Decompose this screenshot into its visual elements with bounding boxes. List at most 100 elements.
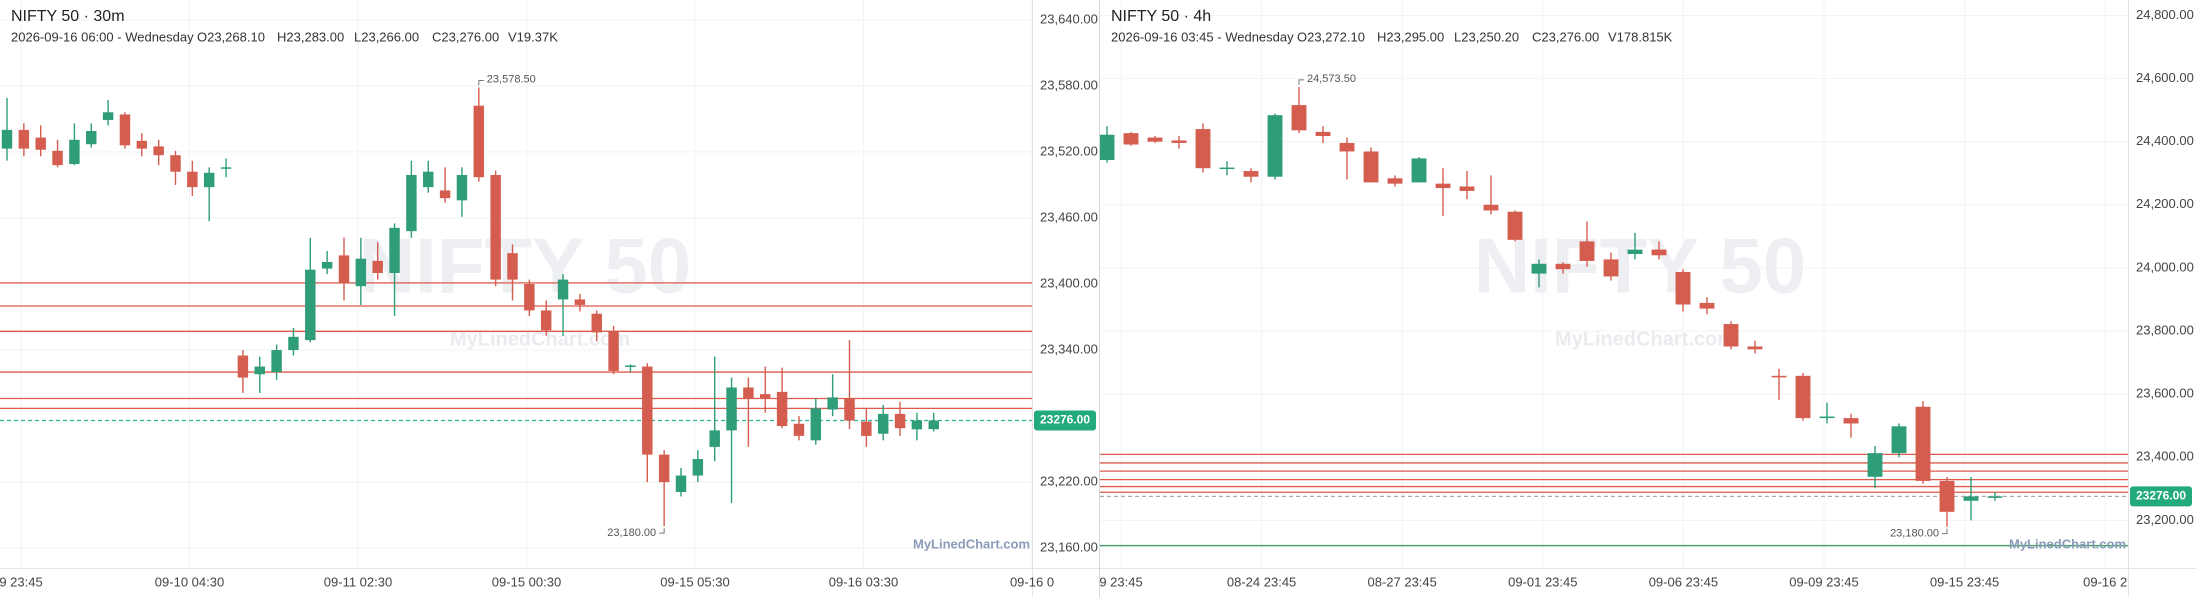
candle-body — [1555, 263, 1571, 270]
y-tick-label: 24,400.00 — [2136, 133, 2194, 148]
low-marker-label: 23,180.00 — [607, 527, 656, 539]
y-tick-label: 23,200.00 — [2136, 512, 2194, 527]
candle-body — [861, 421, 872, 436]
candle-body — [35, 137, 46, 150]
price-tag-label: 23276.00 — [2136, 489, 2186, 503]
candle-body — [877, 413, 889, 434]
candle-body — [658, 454, 670, 483]
price-tag-label: 23276.00 — [1040, 413, 1090, 427]
chart-panel: NIFTY 50MyLinedChart.com23,578.5023,180.… — [0, 0, 1099, 597]
candle-body — [1363, 151, 1379, 183]
candle-body — [894, 413, 906, 429]
candle-body — [1459, 186, 1475, 191]
candle-body — [439, 190, 451, 199]
x-tick-label: 09-06 23:45 — [1649, 574, 1718, 589]
header-info: H23,283.00 — [277, 29, 344, 44]
candle-body — [406, 175, 417, 232]
candle-body — [1243, 171, 1259, 177]
candle-body — [524, 284, 535, 311]
chart-title: NIFTY 50 · 30m — [11, 8, 125, 25]
candle-body — [1195, 129, 1211, 169]
candle-body — [1651, 249, 1667, 256]
x-tick-label: 9 23:45 — [0, 574, 43, 589]
header-info: 2026-09-16 06:00 - Wednesday — [11, 29, 194, 44]
header-info: V178.815K — [1608, 29, 1673, 44]
high-marker-tick — [478, 80, 484, 86]
footer-site: MyLinedChart.com — [913, 536, 1030, 551]
header-info: V19.37K — [508, 29, 558, 44]
header-info: H23,295.00 — [1377, 29, 1444, 44]
candle-body — [52, 150, 63, 166]
candle-body — [557, 279, 569, 300]
candle-body — [1100, 134, 1115, 160]
candle-body — [423, 171, 434, 188]
candle-body — [1171, 140, 1187, 143]
candle-body — [709, 430, 720, 447]
candle-body — [237, 355, 249, 378]
candle-body — [1723, 324, 1739, 347]
chart-panel: NIFTY 50 MyLinedChart.com 24,573.50 23,180.… — [1100, 0, 2196, 597]
x-tick-label: 09-15 23:45 — [1930, 574, 1999, 589]
header-info: C23,276.00 — [1532, 29, 1599, 44]
price-tag — [1034, 410, 1096, 431]
candle-body — [1123, 133, 1139, 145]
candle-body — [844, 398, 855, 421]
candle-body — [928, 420, 939, 430]
y-tick-label: 24,800.00 — [2136, 7, 2194, 22]
watermark: NIFTY 50 — [1474, 222, 1806, 310]
candle-body — [1579, 241, 1595, 261]
watermark-site: MyLinedChart.com — [1555, 328, 1735, 350]
candle-body — [810, 408, 822, 441]
candle-body — [793, 423, 805, 436]
candle-body — [456, 175, 468, 201]
candle-body — [591, 313, 602, 333]
y-tick-label: 23,160.00 — [1040, 540, 1098, 555]
candle-body — [507, 253, 518, 280]
candle-body — [1843, 418, 1859, 424]
candle-body — [389, 227, 400, 273]
y-tick-label: 24,000.00 — [2136, 259, 2194, 274]
high-marker-label: 24,573.50 — [1307, 73, 1356, 85]
y-tick-label: 24,200.00 — [2136, 196, 2194, 211]
x-tick-label: 08-24 23:45 — [1227, 574, 1296, 589]
high-marker-tick — [1298, 79, 1304, 85]
low-marker-label: 23,180.00 — [1890, 528, 1939, 540]
candle-body — [743, 387, 754, 399]
x-tick-label: 09-16 2 — [2083, 574, 2127, 589]
header-info: 2026-09-16 03:45 - Wednesday — [1111, 29, 1294, 44]
candle-body — [119, 114, 131, 146]
price-tag — [2130, 486, 2192, 507]
candle-body — [574, 299, 586, 305]
low-marker-tick — [1942, 528, 1948, 535]
candle-body — [1483, 204, 1499, 211]
chart-title: NIFTY 50 · 4h — [1111, 8, 1211, 25]
header-info: O23,268.10 — [197, 29, 265, 44]
candle-body — [1, 129, 13, 149]
candle-body — [1915, 406, 1931, 481]
y-tick-label: 23,400.00 — [1040, 275, 1098, 290]
candle-body — [372, 260, 383, 273]
y-tick-label: 23,220.00 — [1040, 474, 1098, 489]
candle-body — [490, 175, 501, 280]
candle-body — [1435, 183, 1451, 189]
y-tick-label: 23,460.00 — [1040, 209, 1098, 224]
candle-body — [1627, 249, 1643, 255]
candle-body — [321, 261, 333, 269]
candle-body — [675, 475, 687, 493]
candle-body — [1603, 259, 1619, 277]
x-tick-label: 09-16 03:30 — [829, 574, 898, 589]
header-info: C23,276.00 — [432, 29, 499, 44]
high-marker-label: 23,578.50 — [487, 73, 536, 85]
candle-body — [305, 269, 316, 341]
y-tick-label: 23,580.00 — [1040, 77, 1098, 92]
candle-body — [1987, 496, 2003, 498]
low-marker-tick — [659, 528, 665, 534]
candle-body — [102, 112, 114, 120]
candle-body — [1747, 346, 1763, 350]
candle-body — [760, 394, 771, 399]
candle-body — [1771, 375, 1787, 378]
candle-body — [170, 155, 181, 172]
x-tick-label: 09-15 00:30 — [492, 574, 561, 589]
candle-body — [625, 365, 636, 367]
